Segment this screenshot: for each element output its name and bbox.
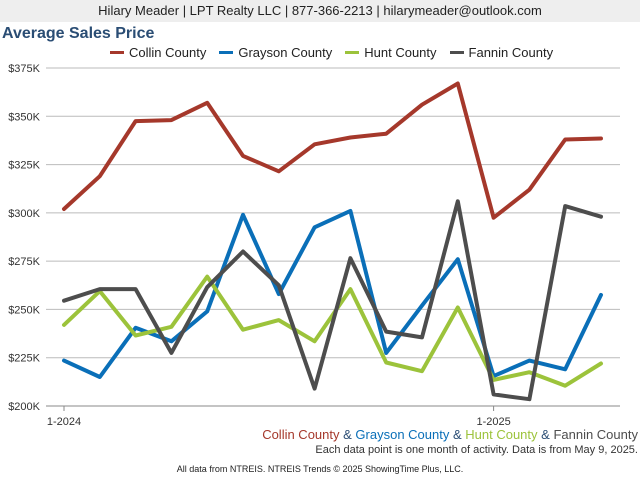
y-tick-label: $250K	[8, 304, 40, 316]
footer-series-collin-county: Collin County	[262, 427, 340, 442]
chart-title: Average Sales Price	[2, 25, 155, 42]
series-line-grayson-county	[62, 208, 603, 379]
legend-item-collin-county: Collin County	[110, 45, 206, 60]
y-tick-label: $375K	[8, 63, 40, 75]
series-line-hunt-county	[62, 274, 603, 388]
header-contact-info: Hilary Meader | LPT Realty LLC | 877-366…	[98, 3, 542, 18]
y-tick-label: $200K	[8, 401, 40, 413]
legend-swatch	[110, 51, 124, 55]
legend-label: Collin County	[129, 45, 207, 60]
legend-item-grayson-county: Grayson County	[219, 45, 332, 60]
legend-label: Fannin County	[468, 45, 554, 60]
x-tick-label: 1-2025	[476, 416, 510, 428]
legend-item-fannin-county: Fannin County	[449, 45, 554, 60]
y-tick-label: $275K	[8, 256, 40, 268]
y-tick-label: $300K	[8, 208, 40, 220]
footer-separator: &	[339, 427, 356, 442]
y-tick-label: $225K	[8, 353, 40, 365]
legend-swatch	[449, 51, 464, 55]
footer-separator: &	[537, 427, 554, 442]
x-tick-label: 1-2024	[47, 416, 81, 428]
footer-series-list: Collin County & Grayson County & Hunt Co…	[262, 427, 638, 442]
series-line-fannin-county	[62, 199, 603, 402]
footer-series-grayson-county: Grayson County	[355, 427, 450, 442]
footer-separator: &	[449, 427, 466, 442]
legend-swatch	[219, 51, 234, 55]
footer-source: All data from NTREIS. NTREIS Trends © 20…	[176, 464, 464, 474]
legend-swatch	[345, 51, 360, 55]
series-line-collin-county	[62, 81, 603, 220]
footer-series-hunt-county: Hunt County	[465, 427, 538, 442]
y-tick-label: $350K	[8, 111, 40, 123]
y-tick-label: $325K	[8, 160, 40, 172]
plot-area	[46, 68, 620, 406]
chart-legend: Collin County Grayson County Hunt County Fa…	[110, 45, 566, 61]
legend-label: Hunt County	[364, 45, 437, 60]
legend-item-hunt-county: Hunt County	[345, 45, 437, 60]
footer-note: Each data point is one month of activity…	[315, 444, 638, 456]
legend-label: Grayson County	[238, 45, 333, 60]
footer-series-fannin-county: Fannin County	[553, 427, 638, 442]
header-bar	[0, 0, 640, 22]
